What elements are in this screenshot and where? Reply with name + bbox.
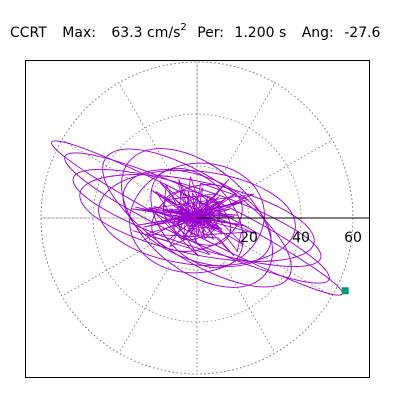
max-label: Max: (62, 25, 96, 41)
trace-center (131, 176, 257, 257)
trace-loop (98, 169, 296, 267)
ang-label: Ang: (301, 25, 334, 41)
title-bar: CCRT Max: 63.3 cm/s2 Per: 1.200 s Ang: -… (10, 18, 380, 43)
station-code: CCRT (10, 25, 47, 41)
grid-spoke (241, 139, 333, 193)
per-value: 1.200 s (234, 25, 287, 41)
max-unit-exponent: 2 (180, 22, 187, 33)
tick-label-60: 60 (344, 230, 362, 246)
tick-label-20: 20 (240, 230, 258, 246)
grid-spoke (241, 243, 333, 297)
grid-spoke (118, 262, 172, 354)
trace-loop (150, 167, 244, 269)
trace-loop (72, 169, 322, 267)
per-label: Per: (197, 25, 224, 41)
max-value: 63.3 cm/s (111, 25, 181, 41)
grid-spoke (118, 82, 172, 174)
trace-loop (121, 148, 273, 288)
trace-loop (122, 169, 272, 267)
grid-spoke (222, 82, 276, 174)
grid-spoke (61, 139, 153, 193)
grid-spoke (61, 243, 153, 297)
trace-loop (102, 148, 292, 288)
plot-frame (25, 60, 370, 378)
end-marker (341, 287, 349, 295)
ang-value: -27.6 (344, 25, 381, 41)
trace-loop (129, 162, 265, 274)
tick-label-40: 40 (292, 230, 310, 246)
grid-spoke (222, 262, 276, 354)
trace-loop (79, 174, 315, 262)
